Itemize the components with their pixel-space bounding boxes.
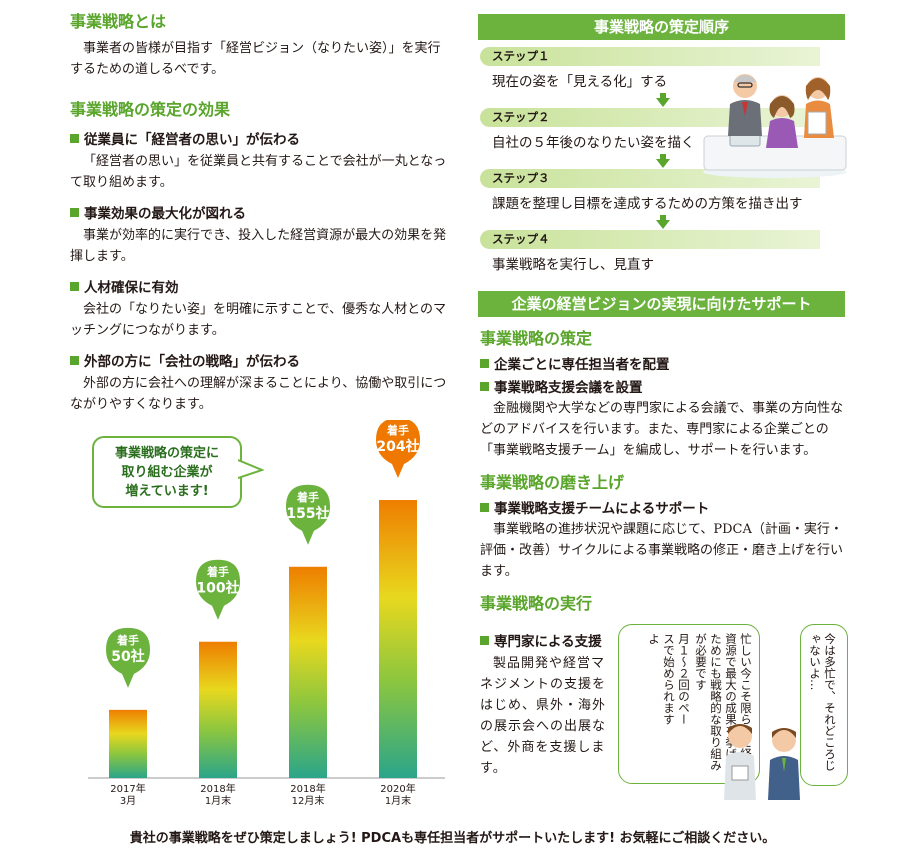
pin-shape — [286, 484, 330, 545]
effect-item: 外部の方に「会社の戦略」が伝わる 外部の方に会社への理解が深まることにより、協働… — [70, 350, 450, 415]
chart-category-label: 12月末 — [292, 794, 325, 807]
vision-support-header: 企業の経営ビジョンの実現に向けたサポート — [478, 291, 845, 317]
pin-value-label: 155社 — [286, 505, 329, 522]
bullet-square-icon — [480, 382, 489, 391]
footer-message: 貴社の事業戦略をぜひ策定しましょう! PDCAも専任担当者がサポートいたします!… — [129, 831, 776, 846]
step-text: 事業戦略を実行し、見直す — [492, 257, 654, 273]
effect-heading: 従業員に「経営者の思い」が伝わる — [70, 128, 450, 148]
bullet-square-icon — [480, 636, 489, 645]
support-s3-content: 専門家による支援 製品開発や経営マネジメントの支援をはじめ、県外・海外の展示会へ… — [480, 630, 610, 779]
pin-value-label: 100社 — [196, 580, 239, 597]
chart-bar — [379, 500, 417, 778]
bullet-square-icon — [70, 282, 79, 291]
section-what-is-strategy-title: 事業戦略とは — [70, 12, 167, 31]
arrow-down-icon — [656, 154, 850, 168]
step-text: 自社の５年後のなりたい姿を描く — [492, 135, 695, 151]
effect-body: 会社の「なりたい姿」を明確に示すことで、優秀な人材とのマッチングにつながります。 — [70, 302, 446, 338]
arrow-down-icon — [656, 93, 850, 107]
pin-shape — [106, 627, 150, 688]
effect-item: 従業員に「経営者の思い」が伝わる 「経営者の思い」を従業員と共有することで会社が… — [70, 128, 450, 193]
effect-heading: 人材確保に有効 — [70, 276, 450, 296]
speech-bubble-busy: 今は多忙で、それどころじゃないよ… — [800, 624, 848, 786]
chart-bar — [289, 566, 327, 778]
step-text: 課題を整理し目標を達成するための方策を描き出す — [492, 196, 803, 212]
pin-value-label: 204社 — [376, 438, 419, 455]
support-s2-body: 事業戦略の進捗状況や課題に応じて、PDCA（計画・実行・評価・改善）サイクルによ… — [480, 522, 843, 579]
chart-category-label: 1月末 — [205, 794, 231, 807]
arrow-down-icon — [656, 215, 850, 229]
callout-line: 増えています! — [125, 484, 209, 499]
support-s1-body: 金融機関や大学などの専門家による会議で、事業の方向性などのアドバイスを行います。… — [480, 401, 844, 458]
effect-body: 事業が効率的に実行でき、投入した経営資源が最大の効果を発揮します。 — [70, 228, 447, 264]
bullet-square-icon — [480, 503, 489, 512]
section-effects-title: 事業戦略の策定の効果 — [70, 100, 231, 119]
left-column: 事業戦略とは 事業者の皆様が目指す「経営ビジョン（なりたい姿）」を実行するための… — [70, 8, 450, 415]
effect-heading: 事業効果の最大化が図れる — [70, 202, 450, 222]
support-s3-body: 製品開発や経営マネジメントの支援をはじめ、県外・海外の展示会への出展など、外商を… — [480, 656, 607, 776]
business-meeting-illustration — [703, 74, 847, 178]
effect-item: 事業効果の最大化が図れる 事業が効率的に実行でき、投入した経営資源が最大の効果を… — [70, 202, 450, 267]
chart-category-label: 3月 — [120, 795, 136, 807]
speech-text: 今は多忙で、それどころじゃないよ… — [808, 633, 837, 771]
chart-category-label: 2018年 — [200, 782, 235, 795]
bullet-square-icon — [480, 359, 489, 368]
pin-shape — [196, 559, 240, 620]
consultation-people-illustration — [724, 724, 800, 800]
pin-top-label: 着手 — [386, 423, 409, 437]
chart-category-label: 1月末 — [385, 794, 411, 807]
step-tag: ステップ４ — [480, 230, 820, 249]
support-section: 事業戦略の策定 企業ごとに専任担当者を配置 事業戦略支援会議を設置 金融機関や大… — [480, 325, 850, 614]
bullet-square-icon — [70, 356, 79, 365]
pin-shape — [376, 420, 420, 478]
bullet-square-icon — [70, 208, 79, 217]
effect-heading: 外部の方に「会社の戦略」が伝わる — [70, 350, 450, 370]
chart-bar — [109, 709, 147, 778]
pin-top-label: 着手 — [206, 565, 229, 579]
effect-body: 外部の方に会社への理解が深まることにより、協働や取引につながりやすくなります。 — [70, 376, 447, 412]
bullet-square-icon — [70, 134, 79, 143]
effect-body: 「経営者の思い」を従業員と共有することで会社が一丸となって取り組めます。 — [70, 154, 447, 190]
pin-top-label: 着手 — [296, 490, 319, 504]
chart-bar — [199, 641, 237, 778]
support-s2-title: 事業戦略の磨き上げ — [480, 473, 625, 492]
effect-item: 人材確保に有効 会社の「なりたい姿」を明確に示すことで、優秀な人材とのマッチング… — [70, 276, 450, 341]
support-s1-title: 事業戦略の策定 — [480, 329, 593, 348]
callout-line: 取り組む企業が — [121, 465, 213, 480]
pin-value-label: 50社 — [111, 648, 144, 665]
callout-tail — [238, 459, 264, 479]
support-s1-heading: 企業ごとに専任担当者を配置 — [480, 353, 850, 373]
chart-category-label: 2020年 — [380, 782, 415, 795]
support-s3-heading: 専門家による支援 — [480, 630, 610, 650]
pin-top-label: 着手 — [116, 633, 139, 647]
support-s3-title: 事業戦略の実行 — [480, 594, 593, 613]
support-s2-heading: 事業戦略支援チームによるサポート — [480, 497, 850, 517]
steps-list: ステップ１ 現在の姿を「見える化」する ステップ２ 自社の５年後のなりたい姿を描… — [480, 47, 850, 273]
companies-bar-chart: 着手50社2017年3月着手100社2018年1月末着手155社2018年12月… — [88, 420, 445, 807]
strategy-order-header: 事業戦略の策定順序 — [478, 14, 845, 40]
section-what-is-strategy-body: 事業者の皆様が目指す「経営ビジョン（なりたい姿）」を実行するための道しるべです。 — [70, 41, 441, 77]
step-tag: ステップ１ — [480, 47, 820, 66]
chart-category-label: 2017年 — [110, 782, 145, 795]
chart-category-label: 2018年 — [290, 782, 325, 795]
speech-text: 月１～２回のペースで始められますよ — [647, 633, 691, 725]
step-text: 現在の姿を「見える化」する — [492, 74, 668, 90]
support-s1-heading: 事業戦略支援会議を設置 — [480, 376, 850, 396]
callout-bubble: 事業戦略の策定に 取り組む企業が 増えています! — [92, 436, 242, 508]
callout-line: 事業戦略の策定に — [114, 446, 219, 461]
